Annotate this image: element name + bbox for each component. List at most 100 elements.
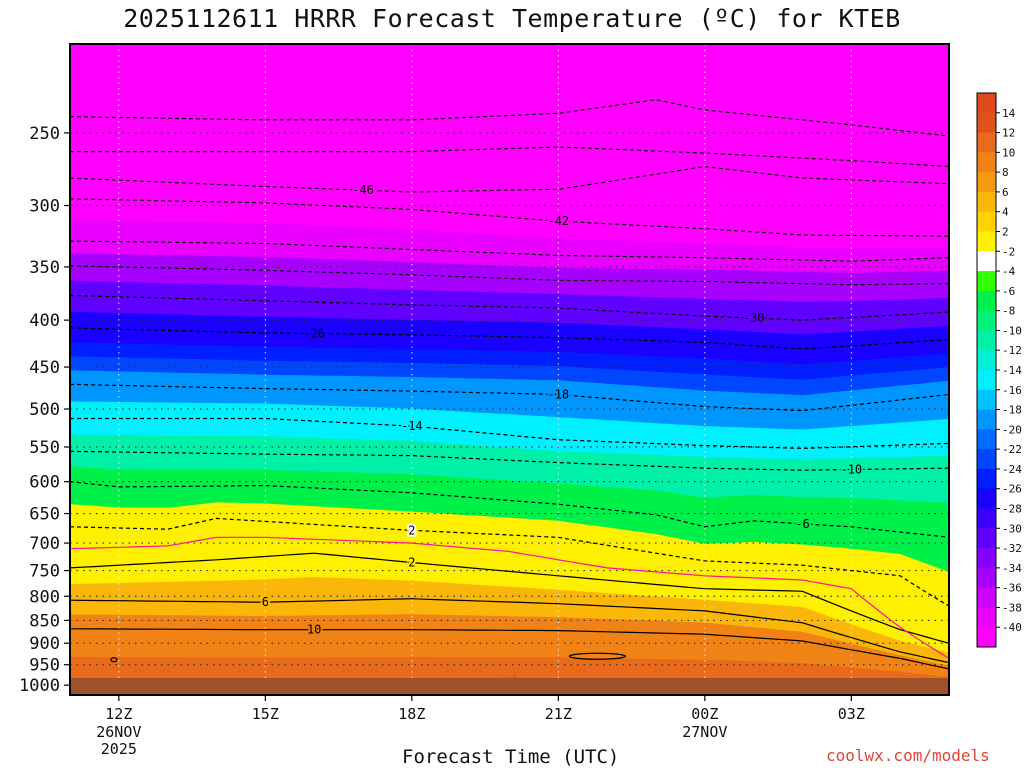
colorbar-label: -30 xyxy=(1002,522,1022,535)
contour-pocket xyxy=(568,652,627,660)
colorbar-label: 8 xyxy=(1002,166,1009,179)
colorbar-swatch xyxy=(977,449,996,470)
colorbar-swatch xyxy=(977,93,996,114)
y-tick-label: 450 xyxy=(29,358,60,378)
colorbar-label: -12 xyxy=(1002,344,1022,357)
colorbar-label: 12 xyxy=(1002,127,1015,140)
y-tick-label: 700 xyxy=(29,534,60,554)
y-tick-label: 800 xyxy=(29,587,60,607)
y-tick-label: 850 xyxy=(29,611,60,631)
contour-label: 2 xyxy=(408,556,415,570)
colorbar-swatch xyxy=(977,330,996,351)
colorbar-swatch xyxy=(977,627,996,648)
contour-line-2 xyxy=(70,552,949,644)
x-tick-label: 03Z xyxy=(838,705,865,723)
colorbar-swatch xyxy=(977,389,996,411)
contour-line--2 xyxy=(70,517,949,607)
contour-line--54 xyxy=(70,99,949,137)
x-tick-label: 00Z xyxy=(691,705,718,723)
colorbar-label: -20 xyxy=(1002,423,1022,436)
colorbar-label: 14 xyxy=(1002,107,1016,120)
contour-label: 2 xyxy=(408,523,415,537)
y-tick-label: 900 xyxy=(29,634,60,654)
colorbar-swatch xyxy=(977,548,996,569)
colorbar-label: -34 xyxy=(1002,562,1022,575)
colorbar-swatch xyxy=(977,350,996,371)
colorbar-label: 10 xyxy=(1002,146,1015,159)
contour-label: -10 xyxy=(840,463,862,477)
colorbar-label: -32 xyxy=(1002,542,1022,555)
contour-label: -46 xyxy=(352,183,374,197)
contour-label: -30 xyxy=(743,311,765,325)
x-tick-label: 15Z xyxy=(252,705,279,723)
y-tick-label: 600 xyxy=(29,473,60,493)
colorbar-swatch xyxy=(977,231,996,252)
colorbar-label: 2 xyxy=(1002,226,1009,239)
contour-line-10 xyxy=(70,628,949,670)
colorbar-label: -26 xyxy=(1002,483,1022,496)
contour-label: -14 xyxy=(401,419,423,433)
colorbar-label: -38 xyxy=(1002,601,1022,614)
contour-label: -42 xyxy=(547,214,569,228)
contour-label: 6 xyxy=(262,595,269,609)
colorbar-swatch xyxy=(977,290,996,312)
contour-pocket xyxy=(110,657,118,663)
colorbar-label: -4 xyxy=(1002,265,1016,278)
colorbar-swatch xyxy=(977,409,996,430)
colorbar-label: -36 xyxy=(1002,582,1022,595)
colorbar-swatch xyxy=(977,429,996,450)
colorbar-swatch xyxy=(977,211,996,232)
x-tick-sublabel: 27NOV xyxy=(682,723,727,741)
ground-strip xyxy=(70,678,949,695)
contour-label: -18 xyxy=(547,387,569,401)
colorbar-swatch xyxy=(977,112,996,134)
contour-label: 10 xyxy=(307,623,321,637)
colorbar-swatch xyxy=(977,607,996,628)
plot-frame xyxy=(69,43,950,696)
colorbar-label: -24 xyxy=(1002,463,1022,476)
x-tick-sublabel: 26NOV xyxy=(96,723,141,741)
colorbar-label: -28 xyxy=(1002,503,1022,516)
y-tick-label: 250 xyxy=(29,124,60,144)
colorbar-swatch xyxy=(977,271,996,292)
colorbar-label: -40 xyxy=(1002,621,1022,634)
colorbar-swatch xyxy=(977,152,996,173)
colorbar-swatch xyxy=(977,528,996,549)
colorbar-swatch xyxy=(977,132,996,153)
y-tick-label: 300 xyxy=(29,197,60,217)
y-tick-label: 750 xyxy=(29,562,60,582)
colorbar-label: -18 xyxy=(1002,404,1022,417)
colorbar-swatch xyxy=(977,310,996,331)
colorbar-swatch xyxy=(977,508,996,529)
contour-label: -6 xyxy=(795,517,809,531)
colorbar-swatch xyxy=(977,370,996,391)
x-tick-label: 18Z xyxy=(398,705,425,723)
colorbar-label: -2 xyxy=(1002,245,1015,258)
colorbar-label: 6 xyxy=(1002,186,1009,199)
y-tick-label: 950 xyxy=(29,656,60,676)
band-fill-step xyxy=(70,44,949,152)
y-tick-label: 500 xyxy=(29,400,60,420)
colorbar-label: -10 xyxy=(1002,324,1022,337)
y-tick-label: 650 xyxy=(29,505,60,525)
colorbar-label: -22 xyxy=(1002,443,1022,456)
contour-label: -26 xyxy=(303,327,325,341)
y-tick-label: 350 xyxy=(29,258,60,278)
colorbar-swatch xyxy=(977,567,996,589)
colorbar-label: -6 xyxy=(1002,285,1015,298)
credit-link[interactable]: coolwx.com/models xyxy=(826,746,990,765)
chart-title: 2025112611 HRRR Forecast Temperature (ºC… xyxy=(123,4,901,33)
colorbar-swatch xyxy=(977,488,996,509)
colorbar-label: -8 xyxy=(1002,305,1015,318)
x-tick-label: 12Z xyxy=(105,705,132,723)
contour-line--46 xyxy=(70,165,949,193)
y-tick-label: 550 xyxy=(29,438,60,458)
colorbar-label: 4 xyxy=(1002,206,1009,219)
colorbar-label: -14 xyxy=(1002,364,1022,377)
colorbar-swatch xyxy=(977,468,996,490)
y-tick-label: 1000 xyxy=(19,676,60,696)
contour-line--6 xyxy=(70,481,949,538)
colorbar-swatch xyxy=(977,191,996,213)
colorbar-swatch xyxy=(977,251,996,272)
